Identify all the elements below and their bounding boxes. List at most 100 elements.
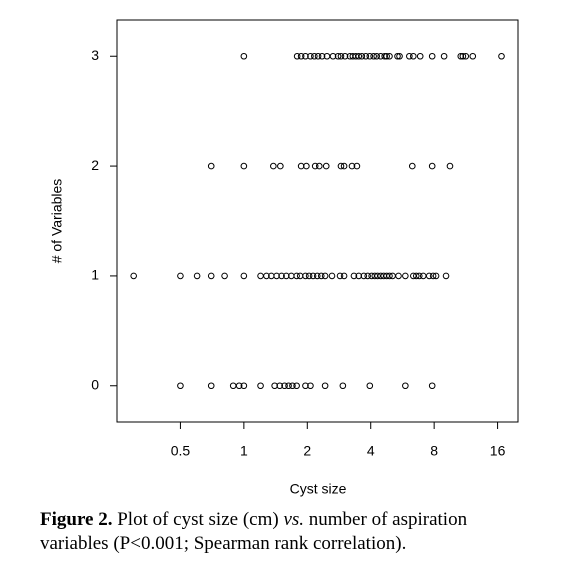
point bbox=[355, 272, 363, 280]
point bbox=[309, 272, 317, 280]
caption-text: Plot of cyst size (cm) bbox=[117, 509, 279, 530]
point bbox=[429, 272, 437, 280]
point bbox=[302, 52, 309, 60]
point bbox=[263, 272, 270, 280]
point bbox=[293, 382, 300, 390]
point bbox=[428, 382, 436, 390]
point bbox=[207, 272, 215, 280]
point bbox=[130, 272, 137, 280]
point bbox=[381, 52, 388, 60]
point bbox=[276, 382, 284, 390]
point bbox=[366, 382, 374, 390]
point bbox=[240, 272, 248, 280]
point bbox=[432, 272, 440, 280]
point bbox=[240, 162, 248, 170]
x-tick-label: 2 bbox=[303, 443, 311, 459]
point bbox=[459, 52, 467, 60]
point bbox=[358, 52, 366, 60]
point bbox=[350, 272, 358, 280]
point bbox=[386, 52, 393, 60]
point bbox=[336, 272, 344, 280]
x-axis-label: Cyst size bbox=[290, 481, 347, 497]
point bbox=[366, 52, 374, 60]
point bbox=[469, 52, 477, 60]
y-tick-label: 0 bbox=[91, 376, 99, 392]
point bbox=[177, 382, 184, 390]
point bbox=[339, 382, 347, 390]
point bbox=[428, 162, 436, 170]
point bbox=[416, 52, 424, 60]
point bbox=[314, 52, 322, 60]
point bbox=[428, 52, 436, 60]
point bbox=[307, 52, 314, 60]
point bbox=[446, 162, 454, 170]
point bbox=[303, 162, 310, 170]
point bbox=[315, 162, 323, 170]
y-tick-label: 3 bbox=[91, 47, 99, 63]
point bbox=[285, 382, 292, 390]
point bbox=[302, 382, 309, 390]
point bbox=[307, 382, 314, 390]
point bbox=[177, 272, 184, 280]
x-tick-label: 8 bbox=[430, 443, 438, 459]
point bbox=[257, 382, 264, 390]
x-tick-label: 0.5 bbox=[171, 443, 191, 459]
point bbox=[281, 382, 288, 390]
point bbox=[311, 162, 319, 170]
x-tick-label: 1 bbox=[240, 443, 248, 459]
point bbox=[340, 272, 348, 280]
x-tick-label: 16 bbox=[490, 443, 506, 459]
point bbox=[412, 272, 420, 280]
point bbox=[334, 52, 342, 60]
caption-text: number of aspiration variables (P<0.001;… bbox=[40, 509, 468, 554]
point bbox=[415, 272, 423, 280]
point bbox=[257, 272, 264, 280]
point bbox=[207, 382, 215, 390]
chart: Cyst size # of Variables 0.5 1 2 4 8 16 0 1 2 3 bbox=[49, 19, 519, 497]
point bbox=[498, 52, 505, 60]
point bbox=[221, 272, 228, 280]
point bbox=[360, 272, 368, 280]
point bbox=[373, 52, 380, 60]
point bbox=[395, 272, 402, 280]
point bbox=[383, 52, 390, 60]
point bbox=[364, 272, 371, 280]
point bbox=[406, 52, 413, 60]
point bbox=[207, 162, 215, 170]
y-axis-label: # of Variables bbox=[49, 179, 65, 264]
point bbox=[277, 162, 284, 170]
point bbox=[341, 52, 349, 60]
point bbox=[289, 382, 296, 390]
point bbox=[240, 52, 248, 60]
point bbox=[296, 272, 304, 280]
point bbox=[240, 382, 248, 390]
point bbox=[273, 272, 280, 280]
point bbox=[337, 162, 345, 170]
y-tick-label: 1 bbox=[91, 267, 99, 283]
x-tick-label: 4 bbox=[367, 443, 375, 459]
point bbox=[442, 272, 450, 280]
point bbox=[362, 52, 370, 60]
point bbox=[348, 162, 356, 170]
point bbox=[321, 272, 329, 280]
point bbox=[313, 272, 321, 280]
point bbox=[328, 272, 336, 280]
point bbox=[337, 52, 345, 60]
point bbox=[410, 52, 417, 60]
point bbox=[402, 272, 409, 280]
point bbox=[370, 52, 377, 60]
point bbox=[329, 52, 337, 60]
figure-caption: Figure 2. Plot of cyst size (cm) vs. num… bbox=[40, 508, 540, 556]
caption-label: Figure 2. bbox=[40, 509, 113, 530]
point bbox=[386, 272, 393, 280]
point bbox=[293, 272, 300, 280]
point bbox=[419, 272, 427, 280]
point bbox=[282, 272, 290, 280]
point bbox=[193, 272, 201, 280]
point bbox=[374, 272, 381, 280]
point bbox=[293, 52, 301, 60]
point bbox=[340, 162, 348, 170]
point bbox=[321, 382, 329, 390]
plot-frame bbox=[116, 19, 519, 423]
point bbox=[462, 52, 470, 60]
